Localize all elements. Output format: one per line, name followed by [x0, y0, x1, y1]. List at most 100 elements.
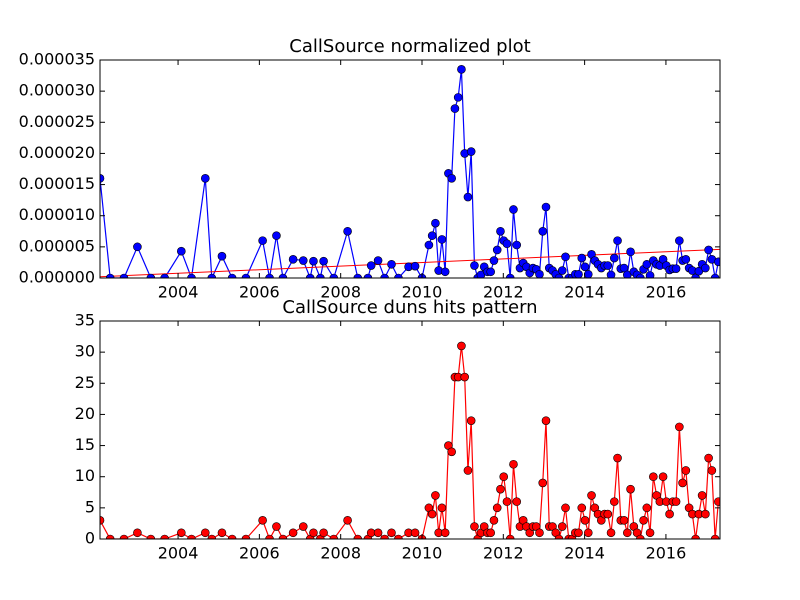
data-point	[613, 236, 622, 245]
data-point	[177, 246, 186, 256]
data-point	[678, 478, 687, 488]
data-point	[603, 509, 613, 519]
x-tick-label: 2014	[564, 283, 605, 302]
data-point	[265, 273, 274, 278]
data-point	[217, 528, 227, 538]
data-point	[466, 147, 476, 156]
plot-area	[100, 65, 720, 278]
data-point	[133, 242, 142, 252]
data-point	[587, 491, 596, 500]
y-tick-label: 5	[85, 497, 95, 516]
data-point	[329, 273, 339, 278]
data-point	[691, 534, 700, 539]
y-tick-label: 0.000020	[19, 143, 95, 162]
axes-frame	[99, 320, 721, 540]
data-point	[343, 226, 352, 236]
data-point	[100, 516, 105, 525]
data-point	[619, 516, 629, 525]
data-point	[580, 262, 590, 272]
data-point	[319, 256, 328, 266]
data-point	[658, 472, 668, 482]
data-point	[535, 269, 544, 278]
plot-area	[100, 341, 720, 539]
data-point	[580, 516, 590, 525]
y-tick-label: 0.000015	[19, 174, 95, 193]
data-point	[626, 484, 635, 494]
data-point	[486, 528, 496, 538]
data-point	[447, 447, 456, 457]
data-point	[704, 453, 713, 463]
data-point	[636, 273, 645, 278]
data-point	[241, 534, 251, 539]
data-point	[714, 257, 720, 267]
data-point	[177, 528, 186, 538]
chart-title: CallSource normalized plot	[289, 36, 530, 57]
data-point	[119, 273, 129, 278]
chart-title: CallSource duns hits pattern	[282, 297, 537, 318]
data-point	[187, 273, 196, 278]
data-point	[187, 534, 196, 539]
data-point	[146, 534, 156, 539]
data-point	[366, 261, 376, 270]
data-point	[606, 270, 616, 278]
data-point	[258, 236, 267, 245]
data-point	[675, 422, 684, 432]
data-point	[557, 522, 567, 531]
data-point	[561, 503, 570, 513]
data-point	[380, 534, 389, 539]
y-tick-label: 0.000010	[19, 205, 95, 224]
y-tick-label: 0.000025	[19, 112, 95, 131]
data-point	[577, 253, 587, 263]
data-point	[160, 273, 169, 278]
data-point	[457, 341, 466, 351]
y-tick-label: 0.000035	[19, 50, 95, 69]
data-point	[298, 522, 308, 531]
data-point	[207, 534, 217, 539]
data-point	[470, 522, 479, 531]
data-point	[160, 534, 169, 539]
x-tick-label: 2012	[483, 544, 524, 563]
y-tick-label: 35	[75, 311, 95, 330]
data-point	[457, 65, 466, 74]
data-point	[557, 266, 567, 275]
series-line	[100, 345, 719, 539]
data-point	[645, 528, 655, 538]
data-point	[512, 497, 522, 506]
data-point	[463, 192, 473, 202]
data-point	[272, 231, 281, 240]
data-point	[463, 466, 473, 475]
data-point	[649, 472, 658, 482]
data-point	[227, 534, 237, 539]
data-point	[133, 528, 142, 538]
data-point	[502, 239, 512, 249]
data-point	[437, 235, 447, 244]
data-point	[105, 273, 115, 278]
data-point	[146, 273, 156, 278]
data-point	[410, 528, 420, 538]
data-point	[278, 273, 288, 278]
data-point	[499, 472, 509, 482]
data-point	[609, 497, 619, 506]
data-point	[431, 491, 440, 500]
x-tick-label: 2008	[320, 544, 361, 563]
data-point	[561, 252, 570, 262]
data-point	[681, 466, 691, 475]
data-point	[496, 226, 505, 236]
data-point	[373, 256, 383, 265]
data-point	[410, 261, 420, 271]
data-point	[309, 256, 318, 266]
data-point	[671, 497, 681, 506]
x-tick-label: 2016	[646, 544, 687, 563]
x-tick-label: 2006	[239, 283, 280, 302]
x-tick-label: 2004	[158, 283, 199, 302]
data-point	[710, 534, 720, 539]
data-point	[512, 240, 522, 250]
data-point	[613, 453, 622, 463]
data-point	[440, 528, 450, 538]
x-tick-label: 2006	[239, 544, 280, 563]
data-point	[583, 528, 593, 538]
data-point	[714, 497, 720, 506]
data-point	[701, 263, 710, 273]
data-point	[681, 255, 691, 264]
